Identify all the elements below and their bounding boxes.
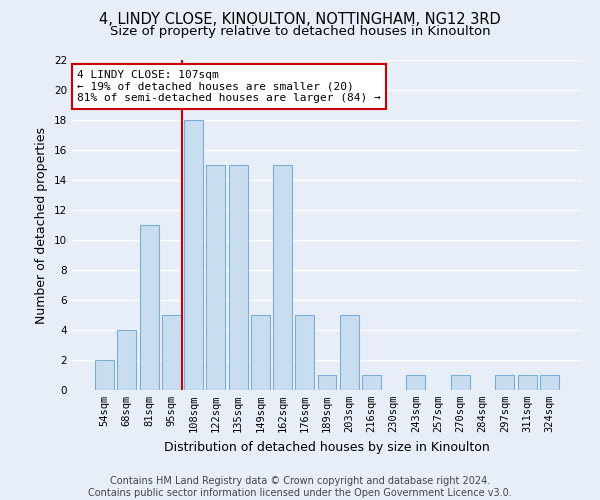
Bar (95, 360, 114, 390)
Text: Contains HM Land Registry data © Crown copyright and database right 2024.
Contai: Contains HM Land Registry data © Crown c… (88, 476, 512, 498)
Text: Size of property relative to detached houses in Kinoulton: Size of property relative to detached ho… (110, 25, 490, 38)
Text: 4 LINDY CLOSE: 107sqm
← 19% of detached houses are smaller (20)
81% of semi-deta: 4 LINDY CLOSE: 107sqm ← 19% of detached … (77, 70, 381, 103)
Bar (251, 315, 270, 390)
Bar (317, 375, 337, 390)
Bar (340, 315, 359, 390)
Y-axis label: Number of detached properties: Number of detached properties (35, 126, 49, 324)
Bar (184, 120, 203, 390)
Bar (540, 375, 559, 390)
X-axis label: Distribution of detached houses by size in Kinoulton: Distribution of detached houses by size … (164, 440, 490, 454)
Bar (162, 315, 181, 390)
Bar (496, 375, 514, 390)
Bar (140, 225, 158, 390)
Bar (118, 330, 136, 390)
Bar (229, 165, 248, 390)
Text: 4, LINDY CLOSE, KINOULTON, NOTTINGHAM, NG12 3RD: 4, LINDY CLOSE, KINOULTON, NOTTINGHAM, N… (99, 12, 501, 28)
Bar (518, 375, 536, 390)
Bar (451, 375, 470, 390)
Bar (206, 165, 225, 390)
Bar (362, 375, 381, 390)
Bar (273, 165, 292, 390)
Bar (406, 375, 425, 390)
Bar (295, 315, 314, 390)
